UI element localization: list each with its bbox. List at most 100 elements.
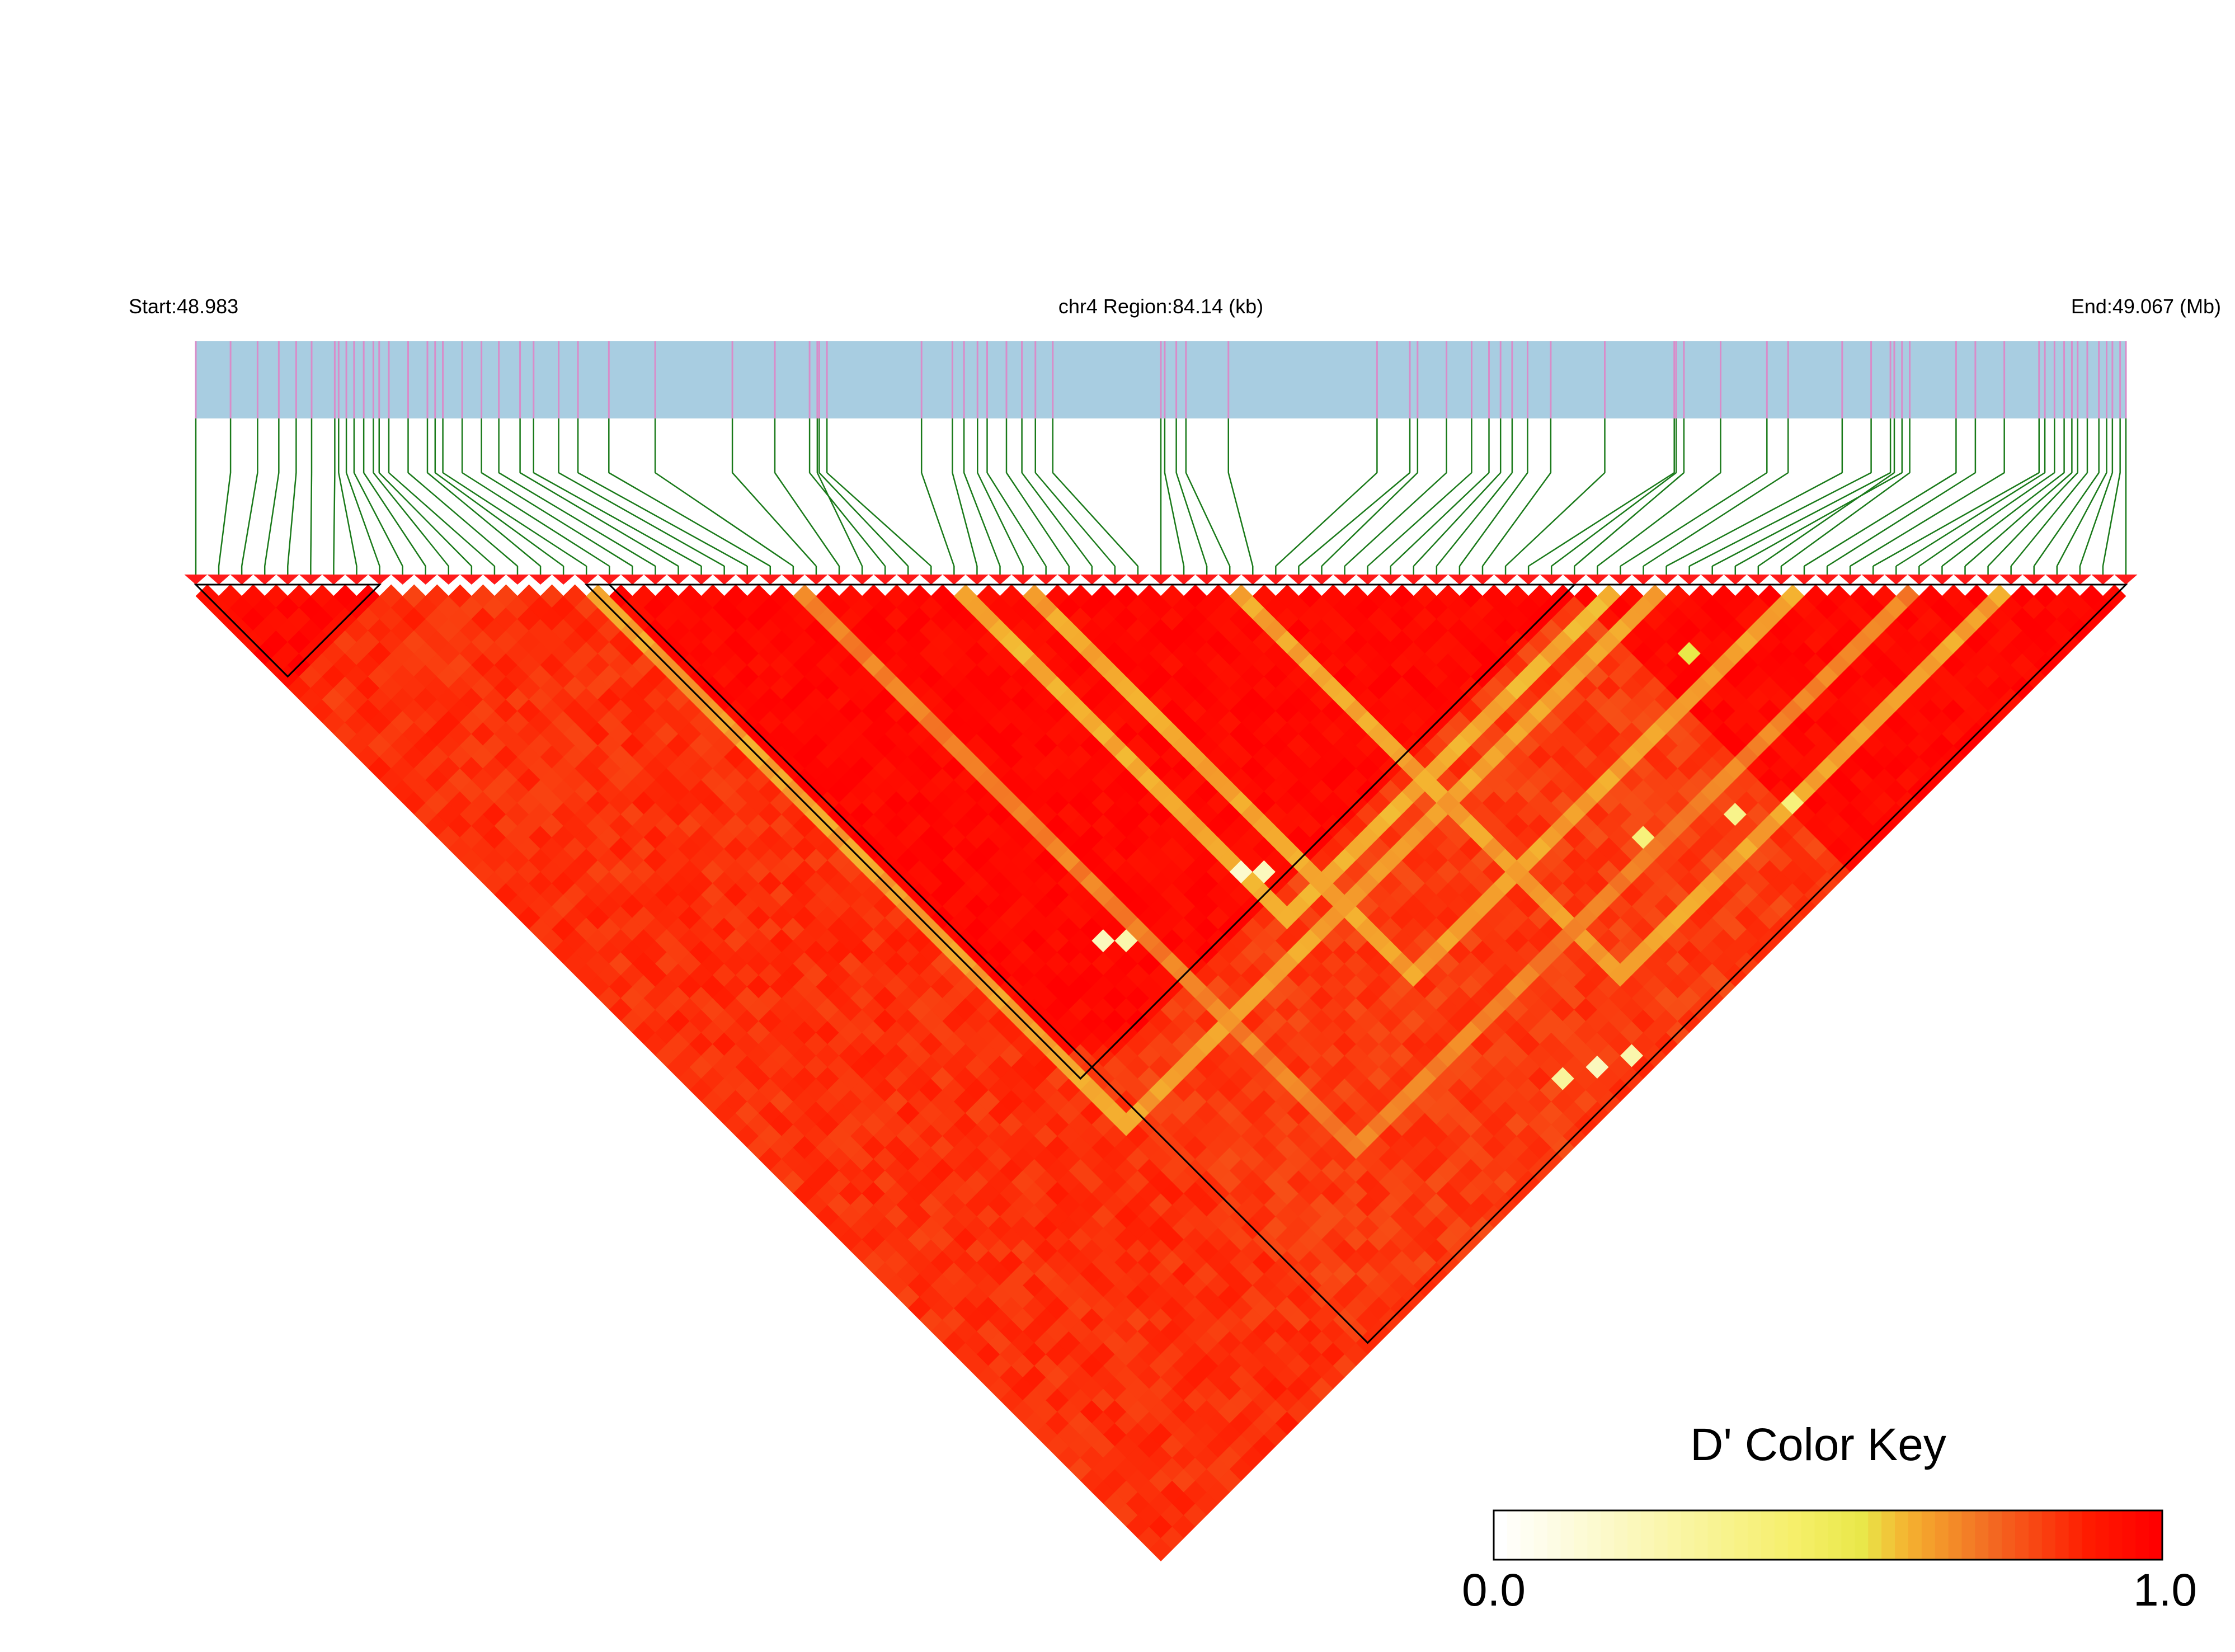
connector-diagonal xyxy=(333,472,336,567)
snp-marker xyxy=(988,575,1012,585)
connector-diagonal xyxy=(498,472,656,567)
color-key-segment xyxy=(2055,1510,2069,1560)
connector-diagonal xyxy=(1481,472,1551,567)
connector-diagonal xyxy=(1987,472,2078,567)
color-key-segment xyxy=(1814,1510,1828,1560)
connector-diagonal xyxy=(1781,472,1911,567)
connector-diagonal xyxy=(986,472,1047,567)
snp-marker xyxy=(207,575,230,585)
snp-marker xyxy=(1953,575,1977,585)
color-key-segment xyxy=(1748,1510,1762,1560)
color-key-min-label: 0.0 xyxy=(1462,1565,1526,1616)
connector-diagonal xyxy=(519,472,679,567)
snp-marker xyxy=(1448,575,1471,585)
connector-diagonal xyxy=(1574,472,1685,567)
snp-marker xyxy=(2045,575,2069,585)
connector-diagonal xyxy=(1735,472,1903,567)
snp-marker xyxy=(1356,575,1380,585)
connector-diagonal xyxy=(826,472,932,567)
connector-diagonal xyxy=(435,472,564,567)
snp-marker xyxy=(804,575,828,585)
connector-diagonal xyxy=(442,472,587,567)
connector-diagonal xyxy=(378,472,472,567)
color-key-segment xyxy=(1587,1510,1601,1560)
snp-marker xyxy=(1425,575,1448,585)
snp-marker xyxy=(2068,575,2092,585)
connector-diagonal xyxy=(373,472,449,567)
snp-marker xyxy=(1034,575,1058,585)
snp-marker xyxy=(2022,575,2046,585)
connector-diagonal xyxy=(1850,472,2005,567)
connector-diagonal xyxy=(481,472,633,567)
snp-marker xyxy=(1585,575,1609,585)
connector-diagonal xyxy=(818,472,909,567)
snp-marker xyxy=(230,575,253,585)
connector-diagonal xyxy=(1227,472,1254,567)
connector-diagonal xyxy=(963,472,1001,567)
connector-diagonal xyxy=(1689,472,1872,567)
snp-marker xyxy=(942,575,966,585)
connector-diagonal xyxy=(1413,472,1502,567)
connector-diagonal xyxy=(1964,472,2073,567)
color-key-segment xyxy=(1935,1510,1949,1560)
snp-marker xyxy=(1999,575,2023,585)
snp-marker xyxy=(1655,575,1678,585)
color-key-segment xyxy=(1640,1510,1655,1560)
snp-marker xyxy=(253,575,276,585)
connector-diagonal xyxy=(287,472,297,567)
ld-heatmap xyxy=(195,584,2126,1561)
snp-marker xyxy=(1792,575,1816,585)
snp-marker xyxy=(1057,575,1081,585)
snp-marker xyxy=(1540,575,1563,585)
color-key-segment xyxy=(1975,1510,1989,1560)
snp-marker xyxy=(1172,575,1196,585)
snp-marker xyxy=(529,575,552,585)
color-key-segment xyxy=(1868,1510,1882,1560)
snp-marker xyxy=(322,575,345,585)
connector-diagonal xyxy=(1528,472,1675,567)
color-key-segment xyxy=(1681,1510,1695,1560)
color-key-segment xyxy=(1614,1510,1628,1560)
snp-marker xyxy=(643,575,667,585)
color-key-segment xyxy=(1801,1510,1815,1560)
connector-diagonal xyxy=(353,472,403,567)
snp-marker xyxy=(1149,575,1173,585)
color-key-segment xyxy=(1774,1510,1789,1560)
connector-diagonal xyxy=(1275,472,1378,567)
connector-diagonal xyxy=(1034,472,1116,567)
snp-marker xyxy=(1631,575,1655,585)
snp-marker xyxy=(965,575,989,585)
snp-marker xyxy=(1287,575,1310,585)
connector-diagonal xyxy=(1895,472,2045,567)
color-key-segment xyxy=(1560,1510,1574,1560)
connector-diagonal xyxy=(1021,472,1093,567)
snp-marker xyxy=(1815,575,1839,585)
color-key-segment xyxy=(1694,1510,1708,1560)
snp-marker xyxy=(1770,575,1793,585)
connector-diagonal xyxy=(1298,472,1410,567)
snp-marker xyxy=(873,575,897,585)
color-key-segment xyxy=(1494,1510,1508,1560)
snp-marker xyxy=(506,575,529,585)
connector-diagonal xyxy=(1321,472,1418,567)
color-key-segment xyxy=(2002,1510,2016,1560)
connector-diagonal xyxy=(407,472,518,567)
connector-diagonal xyxy=(1827,472,1976,567)
snp-marker xyxy=(1103,575,1127,585)
snp-marker xyxy=(1930,575,1954,585)
color-key-segment xyxy=(2095,1510,2109,1560)
connector-diagonal xyxy=(1185,472,1231,567)
color-key-title: D' Color Key xyxy=(1690,1419,1946,1470)
connector-diagonal xyxy=(427,472,541,567)
snp-marker xyxy=(759,575,782,585)
snp-marker xyxy=(1310,575,1334,585)
connector-diagonal xyxy=(774,472,840,567)
connector-diagonal xyxy=(1551,472,1677,567)
snp-marker xyxy=(1678,575,1701,585)
connector-diagonal xyxy=(2079,472,2114,567)
connector-diagonal xyxy=(952,472,978,567)
snp-marker xyxy=(460,575,483,585)
haplotype-block-outlines xyxy=(194,583,2128,1344)
snp-marker xyxy=(1402,575,1425,585)
color-key-segment xyxy=(1734,1510,1748,1560)
